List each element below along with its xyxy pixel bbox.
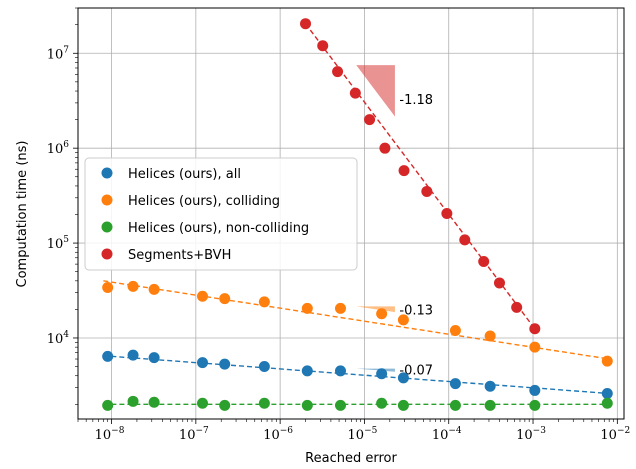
data-point — [332, 66, 344, 78]
data-point — [459, 234, 471, 246]
data-point — [484, 380, 496, 392]
data-point — [529, 384, 541, 396]
data-point — [258, 296, 270, 308]
data-point — [601, 355, 613, 367]
data-point — [127, 395, 139, 407]
legend: Helices (ours), all Helices (ours), colli… — [84, 157, 358, 271]
data-point — [493, 277, 505, 289]
fit-line — [103, 280, 610, 360]
data-point — [601, 397, 613, 409]
x-axis-label: Reached error — [305, 451, 397, 466]
legend-box — [84, 157, 358, 271]
data-point — [349, 87, 361, 99]
data-point — [102, 399, 114, 411]
data-point — [441, 207, 453, 219]
data-point — [379, 142, 391, 154]
data-point — [219, 399, 231, 411]
data-point — [376, 368, 388, 380]
data-point — [334, 365, 346, 377]
legend-label: Helices (ours), all — [128, 167, 241, 182]
y-tick-label: 106 — [47, 140, 70, 157]
data-point — [197, 397, 209, 409]
data-point — [219, 358, 231, 370]
data-point — [102, 350, 114, 362]
data-point — [148, 283, 160, 295]
fit-line — [103, 355, 610, 395]
x-tick-label: 10−3 — [516, 426, 546, 443]
legend-marker — [101, 167, 113, 179]
data-point — [484, 330, 496, 342]
data-point — [397, 372, 409, 384]
data-point — [102, 282, 114, 294]
data-point — [317, 40, 329, 52]
data-point — [529, 323, 541, 335]
data-point — [529, 399, 541, 411]
data-point — [148, 352, 160, 364]
slope-label: -1.18 — [399, 93, 433, 108]
y-tick-label: 107 — [47, 45, 70, 62]
slope-triangles: -1.18-0.13-0.07 — [356, 65, 433, 379]
data-point — [197, 357, 209, 369]
data-point — [511, 301, 523, 313]
y-tick-label: 104 — [47, 330, 70, 347]
data-point — [376, 308, 388, 320]
x-tick-label: 10−2 — [600, 426, 630, 443]
data-point — [478, 255, 490, 267]
y-tick-label: 105 — [47, 235, 70, 252]
y-axis-label: Computation time (ns) — [15, 141, 30, 288]
data-point — [127, 349, 139, 361]
slope-triangle — [356, 65, 395, 117]
legend-label: Segments+BVH — [128, 248, 231, 263]
slope-triangle — [356, 306, 395, 313]
legend-marker — [101, 221, 113, 233]
data-point — [219, 293, 231, 305]
data-point — [601, 387, 613, 399]
slope-label: -0.13 — [399, 303, 433, 318]
data-point — [301, 302, 313, 314]
data-point — [258, 397, 270, 409]
legend-marker — [101, 248, 113, 260]
legend-label: Helices (ours), non-colliding — [128, 221, 309, 236]
data-point — [397, 314, 409, 326]
data-point — [300, 18, 312, 30]
data-point — [449, 378, 461, 390]
data-point — [301, 365, 313, 377]
data-point — [148, 396, 160, 408]
fit-lines — [103, 23, 610, 406]
x-tick-label: 10−4 — [432, 426, 462, 443]
data-point — [484, 399, 496, 411]
data-point — [376, 397, 388, 409]
ticks: 10−8 10−7 10−6 10−5 10−4 10−3 10−2 104 105 106 107 — [47, 7, 630, 443]
data-point — [529, 341, 541, 353]
data-point — [334, 302, 346, 314]
data-point — [258, 361, 270, 373]
legend-marker — [101, 194, 113, 206]
data-point — [197, 290, 209, 302]
data-point — [334, 399, 346, 411]
data-point — [364, 114, 376, 126]
data-point — [398, 165, 410, 177]
data-point — [301, 399, 313, 411]
x-tick-label: 10−6 — [263, 426, 293, 443]
data-point — [397, 399, 409, 411]
plot-frame — [77, 7, 625, 420]
data-point — [449, 324, 461, 336]
slope-triangle — [356, 368, 395, 372]
legend-label: Helices (ours), colliding — [128, 194, 280, 209]
data-point — [421, 185, 433, 197]
x-tick-label: 10−7 — [179, 426, 209, 443]
data-point — [449, 399, 461, 411]
data-points — [102, 18, 613, 411]
data-point — [127, 280, 139, 292]
x-tick-label: 10−8 — [95, 426, 125, 443]
x-tick-label: 10−5 — [348, 426, 378, 443]
